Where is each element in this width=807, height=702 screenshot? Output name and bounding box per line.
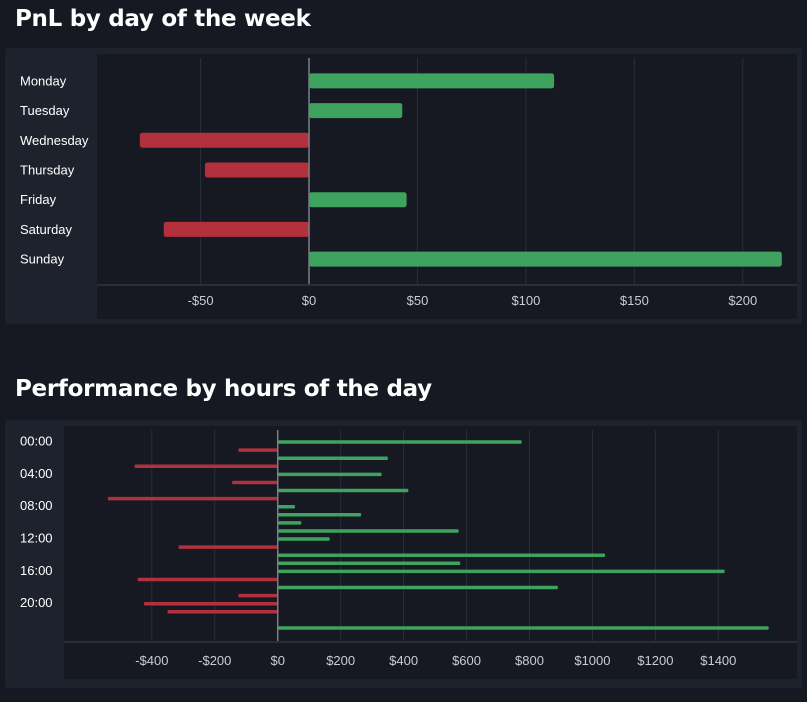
y-tick-label: Saturday: [20, 222, 73, 237]
bar-06-00: [277, 488, 409, 493]
y-tick-label: Friday: [20, 192, 57, 207]
bar-04-00: [277, 472, 382, 477]
bar-14-00: [277, 553, 606, 557]
y-tick-label: Tuesday: [20, 103, 70, 118]
y-tick-label: Monday: [20, 73, 67, 88]
y-tick-label: Wednesday: [20, 133, 89, 148]
x-tick-label: -$200: [198, 653, 231, 668]
x-tick-label: $50: [407, 293, 429, 308]
bar-sunday: [309, 251, 782, 267]
bar-01-00: [238, 448, 278, 452]
chart-title-day-of-week: PnL by day of the week: [15, 6, 311, 32]
x-tick-label: -$50: [188, 293, 214, 308]
bar-00-00: [277, 440, 522, 444]
bar-09-00: [277, 513, 362, 517]
bar-monday: [309, 73, 555, 89]
y-tick-label: 12:00: [20, 531, 53, 546]
y-tick-label: 20:00: [20, 595, 53, 610]
x-tick-label: $1000: [574, 653, 610, 668]
bar-12-00: [277, 537, 330, 541]
x-tick-label: $200: [326, 653, 355, 668]
bar-03-00: [134, 464, 278, 469]
x-tick-label: $200: [728, 293, 757, 308]
bar-15-00: [277, 561, 461, 566]
x-tick-label: $0: [302, 293, 316, 308]
chart-title-hours-of-day: Performance by hours of the day: [15, 376, 432, 402]
y-tick-label: 04:00: [20, 466, 53, 481]
bar-tuesday: [309, 103, 403, 119]
bar-friday: [309, 192, 407, 208]
bar-20-00: [143, 601, 278, 606]
bar-wednesday: [139, 132, 310, 148]
x-tick-label: $400: [389, 653, 418, 668]
plot-area: [97, 54, 797, 319]
bar-21-00: [167, 610, 278, 614]
bar-thursday: [204, 162, 310, 178]
x-tick-label: $100: [511, 293, 540, 308]
y-tick-label: Thursday: [20, 163, 75, 178]
x-tick-label: -$400: [135, 653, 168, 668]
x-tick-label: $800: [515, 653, 544, 668]
y-tick-label: Sunday: [20, 252, 65, 267]
bar-19-00: [238, 593, 278, 598]
bar-23-00: [277, 626, 769, 630]
x-tick-label: $0: [270, 653, 284, 668]
x-tick-label: $600: [452, 653, 481, 668]
bar-13-00: [178, 545, 278, 549]
bar-02-00: [277, 456, 388, 460]
y-tick-label: 16:00: [20, 563, 53, 578]
bar-10-00: [277, 521, 302, 525]
bar-08-00: [277, 504, 296, 509]
y-tick-label: 00:00: [20, 434, 53, 449]
x-tick-label: $1200: [637, 653, 673, 668]
bar-18-00: [277, 585, 558, 590]
x-tick-label: $150: [620, 293, 649, 308]
bar-11-00: [277, 529, 459, 533]
bar-17-00: [137, 577, 278, 582]
bar-07-00: [107, 496, 278, 501]
plot-area: [64, 426, 797, 679]
x-tick-label: $1400: [700, 653, 736, 668]
y-tick-label: 08:00: [20, 498, 53, 513]
bar-05-00: [232, 480, 278, 485]
bar-16-00: [277, 569, 725, 574]
bar-saturday: [163, 221, 310, 237]
